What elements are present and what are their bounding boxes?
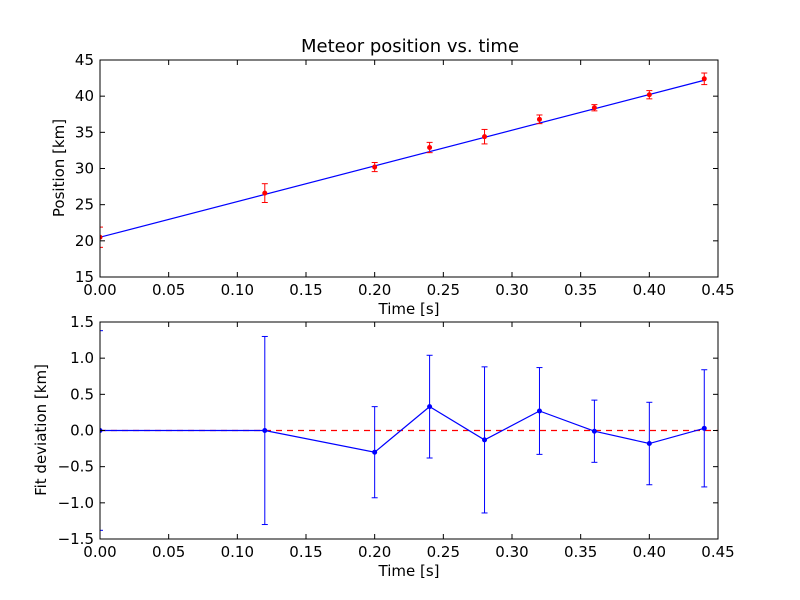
- position-plot-area: [100, 72, 708, 248]
- y-tick-label: 15: [75, 268, 94, 286]
- position-point: [100, 234, 103, 240]
- x-tick-label: 0.10: [221, 543, 254, 561]
- position-x-axis-label: Time [s]: [378, 300, 440, 318]
- deviation-x-axis-label: Time [s]: [378, 562, 440, 580]
- y-tick-label: −1.0: [58, 494, 94, 512]
- position-point: [262, 190, 268, 196]
- y-tick-label: 35: [75, 123, 94, 141]
- deviation-point: [536, 408, 542, 414]
- y-tick-label: 1.0: [70, 349, 94, 367]
- position-point: [372, 164, 378, 170]
- position-series-group: [100, 72, 708, 248]
- y-tick-label: 30: [75, 160, 94, 178]
- position-chart: Meteor position vs. time 0.00 0.05 0.10 0.1…: [50, 36, 735, 318]
- chart-title: Meteor position vs. time: [301, 36, 519, 57]
- x-tick-label: 0.40: [633, 543, 666, 561]
- deviation-point: [372, 449, 378, 455]
- y-tick-label: 0.5: [70, 385, 94, 403]
- x-tick-label: 0.40: [633, 281, 666, 299]
- position-x-ticks: 0.00 0.05 0.10 0.15 0.20 0.25 0.30 0.35 0.40 0.45: [83, 60, 735, 299]
- position-point: [482, 134, 488, 140]
- deviation-y-axis-label: Fit deviation [km]: [32, 364, 50, 496]
- deviation-point: [482, 437, 488, 443]
- deviation-point: [427, 404, 433, 410]
- x-tick-label: 0.30: [495, 281, 528, 299]
- x-tick-label: 0.00: [83, 281, 116, 299]
- x-tick-label: 0.45: [701, 281, 734, 299]
- position-point: [646, 92, 652, 98]
- x-tick-label: 0.35: [564, 543, 597, 561]
- deviation-x-ticks: 0.00 0.05 0.10 0.15 0.20 0.25 0.30 0.35 0.40 0.45: [83, 322, 735, 561]
- y-tick-label: 20: [75, 232, 94, 250]
- y-tick-label: −1.5: [58, 530, 94, 548]
- position-point: [536, 116, 542, 122]
- y-tick-label: 0.0: [70, 422, 94, 440]
- x-tick-label: 0.10: [221, 281, 254, 299]
- deviation-series-group: [100, 330, 718, 531]
- x-tick-label: 0.25: [427, 543, 460, 561]
- position-point: [427, 145, 433, 151]
- position-y-ticks: 15 20 25 30 35 40 45: [75, 51, 718, 286]
- x-tick-label: 0.20: [358, 543, 391, 561]
- position-point: [591, 105, 597, 111]
- x-tick-label: 0.05: [152, 281, 185, 299]
- deviation-point: [591, 428, 597, 434]
- x-tick-label: 0.15: [289, 543, 322, 561]
- x-tick-label: 0.30: [495, 543, 528, 561]
- x-tick-label: 0.15: [289, 281, 322, 299]
- deviation-point: [701, 425, 707, 431]
- deviation-plot-area: [100, 330, 718, 531]
- x-tick-label: 0.05: [152, 543, 185, 561]
- x-tick-label: 0.45: [701, 543, 734, 561]
- x-tick-label: 0.20: [358, 281, 391, 299]
- position-y-axis-label: Position [km]: [50, 119, 68, 217]
- y-tick-label: 45: [75, 51, 94, 69]
- deviation-point: [262, 428, 268, 433]
- deviation-y-ticks: −1.5 −1.0 −0.5 0.0 0.5 1.0 1.5: [58, 313, 718, 548]
- deviation-chart: 0.00 0.05 0.10 0.15 0.20 0.25 0.30 0.35 0.40 0.45…: [32, 313, 735, 580]
- fit-line: [100, 79, 705, 238]
- y-tick-label: 25: [75, 196, 94, 214]
- x-tick-label: 0.35: [564, 281, 597, 299]
- x-tick-label: 0.00: [83, 543, 116, 561]
- position-point: [701, 76, 707, 82]
- deviation-point: [646, 441, 652, 447]
- y-tick-label: 1.5: [70, 313, 94, 331]
- y-tick-label: −0.5: [58, 458, 94, 476]
- y-tick-label: 40: [75, 87, 94, 105]
- x-tick-label: 0.25: [427, 281, 460, 299]
